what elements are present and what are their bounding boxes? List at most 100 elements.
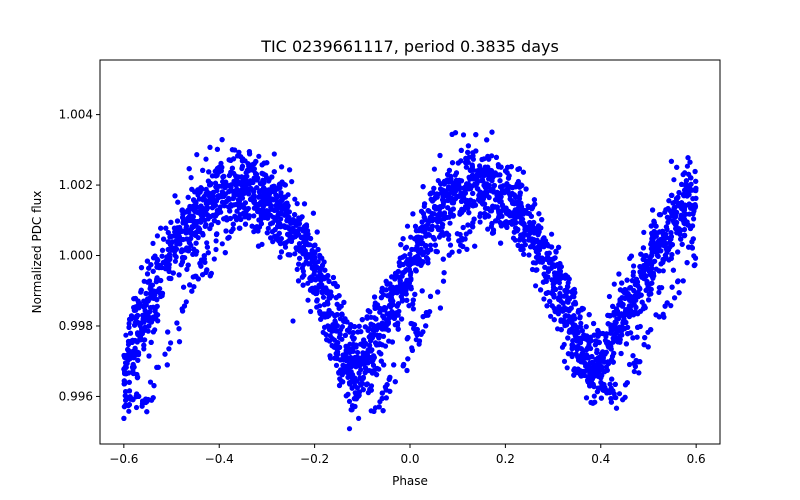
data-point xyxy=(188,215,194,221)
data-point xyxy=(378,358,384,364)
data-point xyxy=(274,193,280,199)
data-point xyxy=(642,335,648,341)
data-point xyxy=(121,381,127,387)
data-point xyxy=(219,241,225,247)
data-point xyxy=(670,267,677,273)
data-point xyxy=(138,287,144,293)
data-point xyxy=(675,249,681,255)
data-point xyxy=(561,358,568,364)
data-point xyxy=(380,408,386,414)
data-point xyxy=(296,261,302,267)
data-point xyxy=(555,274,561,280)
data-point xyxy=(657,212,664,218)
data-point xyxy=(661,314,667,320)
data-point xyxy=(172,229,178,235)
data-point xyxy=(186,209,192,215)
data-point xyxy=(264,175,270,181)
data-point xyxy=(294,218,300,224)
data-point xyxy=(229,165,235,171)
data-point xyxy=(531,197,538,203)
data-point xyxy=(197,260,203,266)
data-point xyxy=(202,217,208,223)
data-point xyxy=(254,185,260,191)
data-point xyxy=(497,178,503,184)
data-point xyxy=(172,247,178,253)
data-point xyxy=(623,341,630,347)
data-point xyxy=(200,195,207,201)
data-point xyxy=(123,332,129,338)
data-point xyxy=(251,199,257,205)
data-point xyxy=(606,293,613,300)
data-point xyxy=(609,376,615,382)
data-point xyxy=(511,192,517,198)
data-point xyxy=(404,367,410,374)
data-point xyxy=(683,178,690,184)
data-point xyxy=(484,137,490,143)
data-point xyxy=(679,200,685,206)
data-point xyxy=(415,234,421,240)
data-point xyxy=(426,226,432,232)
data-point xyxy=(447,220,453,226)
data-point xyxy=(152,308,158,314)
data-point xyxy=(277,254,283,260)
data-point xyxy=(631,263,637,269)
data-point xyxy=(590,361,596,367)
data-point xyxy=(579,328,586,334)
data-point xyxy=(592,342,599,348)
data-point xyxy=(233,191,239,198)
data-point xyxy=(564,322,570,328)
data-point xyxy=(570,288,576,294)
data-point xyxy=(185,194,191,200)
data-point xyxy=(676,190,682,196)
data-point xyxy=(439,229,445,235)
data-point xyxy=(123,397,129,403)
data-point xyxy=(628,253,635,259)
data-point xyxy=(547,258,553,264)
data-point xyxy=(640,245,647,251)
data-point xyxy=(583,324,589,330)
data-point xyxy=(282,224,289,230)
data-point xyxy=(356,415,362,421)
data-point xyxy=(471,216,477,222)
data-point xyxy=(371,323,377,329)
data-point xyxy=(526,237,532,243)
data-point xyxy=(517,190,523,196)
data-point xyxy=(318,316,324,322)
data-point xyxy=(544,250,550,257)
data-point xyxy=(580,350,586,356)
data-point xyxy=(424,255,430,261)
data-point xyxy=(530,204,536,210)
data-point xyxy=(592,399,598,405)
data-point xyxy=(292,196,298,202)
data-point xyxy=(176,339,183,345)
data-point xyxy=(669,284,675,290)
data-point xyxy=(334,283,340,289)
data-point xyxy=(428,242,434,248)
data-point xyxy=(691,216,697,222)
data-point xyxy=(668,158,675,164)
data-point xyxy=(656,289,662,295)
data-point xyxy=(687,225,694,232)
data-point xyxy=(551,262,557,268)
data-point xyxy=(537,239,544,246)
data-point xyxy=(681,226,688,233)
data-point xyxy=(144,271,151,277)
data-point xyxy=(186,166,192,172)
data-point xyxy=(332,355,338,361)
data-point xyxy=(196,196,202,202)
data-point xyxy=(359,317,365,323)
data-point xyxy=(355,329,361,335)
data-point xyxy=(437,305,443,311)
data-point xyxy=(165,230,171,236)
data-point xyxy=(651,228,657,235)
data-point xyxy=(440,278,447,284)
data-point xyxy=(383,287,389,293)
data-point xyxy=(299,265,305,271)
data-point xyxy=(638,251,644,257)
data-point xyxy=(163,257,169,264)
data-point xyxy=(319,255,325,261)
data-point xyxy=(191,284,197,290)
data-point xyxy=(381,315,387,321)
data-point xyxy=(305,280,311,286)
data-point xyxy=(182,255,188,261)
